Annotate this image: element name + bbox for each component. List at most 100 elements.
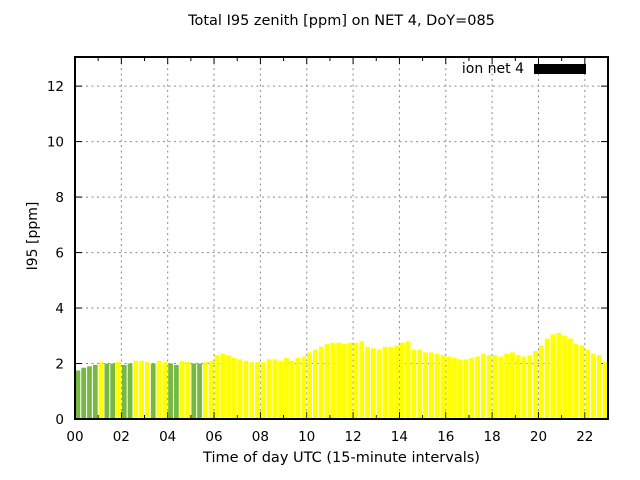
x-axis-title: Time of day UTC (15-minute intervals) <box>203 450 480 466</box>
bar <box>463 359 469 419</box>
bar <box>452 357 457 419</box>
bar <box>110 363 116 419</box>
bar <box>428 352 434 419</box>
bar <box>486 355 492 419</box>
bar <box>168 363 173 419</box>
x-tick-label: 12 <box>345 429 362 445</box>
y-tick-label: 6 <box>55 246 64 262</box>
bar <box>214 355 220 419</box>
chart-title: Total I95 zenith [ppm] on NET 4, DoY=085 <box>188 13 495 29</box>
bar <box>318 346 324 419</box>
bar <box>237 359 243 419</box>
bar <box>174 364 179 419</box>
bar <box>550 334 556 419</box>
bar <box>394 345 399 419</box>
bar <box>527 355 533 419</box>
bar <box>336 342 341 419</box>
bar <box>220 353 226 419</box>
bar <box>446 356 452 419</box>
legend-label: ion net 4 <box>461 61 524 77</box>
x-tick-label: 04 <box>159 429 176 445</box>
bar <box>347 342 353 419</box>
bar <box>156 360 162 419</box>
bar <box>260 362 266 419</box>
bar <box>121 364 127 419</box>
bar <box>602 362 608 419</box>
legend-swatch <box>534 64 586 74</box>
bar <box>98 362 104 419</box>
bar <box>208 360 214 419</box>
bar <box>185 362 191 419</box>
x-tick-label: 08 <box>252 429 269 445</box>
bar <box>266 359 272 419</box>
x-tick-label: 14 <box>391 429 408 445</box>
bar <box>87 366 92 419</box>
bar <box>544 338 550 419</box>
x-tick-label: 20 <box>530 429 547 445</box>
bar <box>278 360 284 419</box>
bar <box>423 352 428 419</box>
bar <box>440 355 446 419</box>
bar <box>498 356 504 419</box>
bar <box>145 362 150 419</box>
bar <box>492 355 498 419</box>
bar <box>382 346 388 419</box>
bar <box>289 360 295 419</box>
bar <box>342 344 347 419</box>
bar <box>243 360 249 419</box>
bar <box>104 363 110 419</box>
legend: ion net 4 <box>390 61 586 77</box>
bar <box>330 342 336 419</box>
y-tick-label: 2 <box>55 357 64 373</box>
y-tick-label: 10 <box>47 135 64 151</box>
bar <box>399 342 405 419</box>
x-tick-label: 16 <box>437 429 454 445</box>
bar <box>411 349 417 419</box>
x-tick-label: 00 <box>66 429 83 445</box>
bar <box>596 355 602 419</box>
bar <box>481 353 486 419</box>
bar <box>567 338 573 419</box>
bar <box>139 360 144 419</box>
bar <box>295 357 301 419</box>
bar <box>231 357 237 419</box>
bar <box>515 355 521 419</box>
bar <box>359 341 365 419</box>
bar <box>533 351 538 419</box>
bar <box>116 362 121 419</box>
bar <box>353 342 359 419</box>
bar <box>162 362 168 419</box>
x-tick-label: 22 <box>576 429 593 445</box>
bar <box>504 353 509 419</box>
bar <box>370 348 376 419</box>
bar <box>469 357 475 419</box>
bar <box>585 349 591 419</box>
bar <box>521 356 527 419</box>
bar <box>127 363 133 419</box>
bar <box>457 359 463 419</box>
bar <box>579 345 585 419</box>
y-tick-label: 0 <box>55 412 64 428</box>
x-tick-label: 18 <box>484 429 501 445</box>
bar <box>75 370 81 419</box>
plot-border <box>74 56 609 420</box>
bar <box>202 362 208 419</box>
bar <box>301 356 307 419</box>
bar <box>562 335 567 419</box>
x-tick-label: 06 <box>205 429 222 445</box>
bar <box>81 367 87 419</box>
bar <box>365 346 370 419</box>
bar <box>255 362 260 419</box>
bar <box>539 345 544 419</box>
bar <box>388 346 394 419</box>
bar <box>179 360 185 419</box>
bar <box>191 363 197 419</box>
y-tick-label: 12 <box>47 79 64 95</box>
bar <box>405 341 411 419</box>
y-tick-label: 4 <box>55 301 64 317</box>
bar <box>573 344 579 419</box>
x-tick-label: 10 <box>298 429 315 445</box>
bar <box>434 353 440 419</box>
bar <box>591 353 596 419</box>
